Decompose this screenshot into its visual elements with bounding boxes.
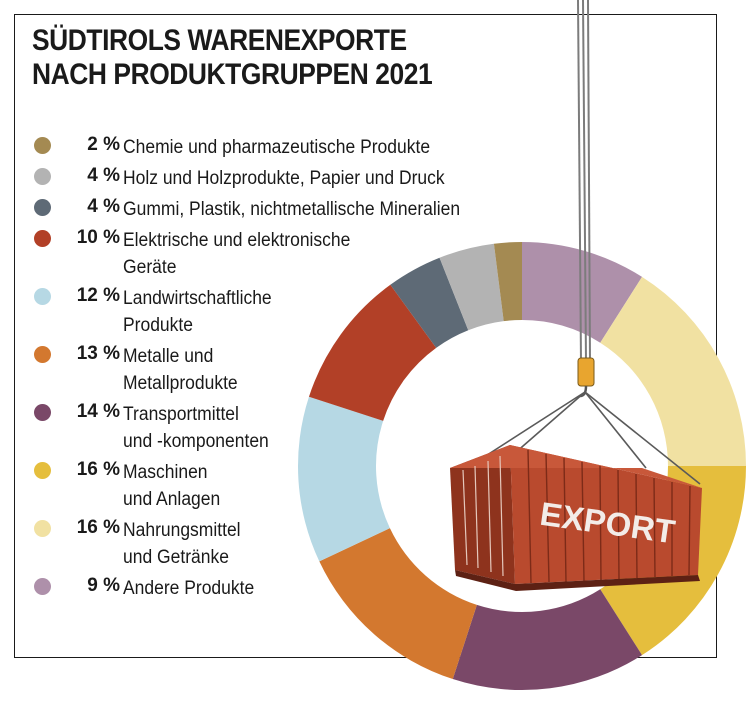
legend-label: Holz und Holzprodukte, Papier und Druck bbox=[123, 168, 445, 189]
legend-color-dot bbox=[34, 520, 51, 537]
title-line-2: NACH PRODUKTGRUPPEN 2021 bbox=[32, 58, 433, 91]
legend-percent: 14 % bbox=[76, 401, 120, 422]
legend-percent: 16 % bbox=[76, 459, 120, 480]
donut-slice bbox=[493, 242, 522, 322]
donut-slice bbox=[308, 284, 437, 421]
legend-label: Transportmittel und -komponenten bbox=[123, 404, 269, 452]
legend-color-dot bbox=[34, 346, 51, 363]
donut-slice bbox=[600, 276, 746, 466]
legend-color-dot bbox=[34, 578, 51, 595]
legend-label: Chemie und pharmazeutische Produkte bbox=[123, 137, 431, 158]
legend-label: Landwirtschaftliche Produkte bbox=[123, 288, 272, 336]
legend-percent: 13 % bbox=[76, 343, 120, 364]
legend-percent: 4 % bbox=[87, 196, 120, 217]
legend-percent: 9 % bbox=[87, 575, 120, 596]
crane-hook-icon bbox=[577, 357, 595, 398]
legend-color-dot bbox=[34, 168, 51, 185]
legend-percent: 2 % bbox=[87, 134, 120, 155]
donut-slice bbox=[522, 242, 643, 343]
donut-slice bbox=[390, 257, 469, 348]
legend-label: Maschinen und Anlagen bbox=[123, 462, 221, 510]
legend-color-dot bbox=[34, 404, 51, 421]
donut-slice bbox=[319, 528, 477, 680]
legend-label: Nahrungsmittel und Getränke bbox=[123, 520, 241, 568]
chart-frame bbox=[14, 14, 717, 658]
chart-title: SÜDTIROLS WARENEXPORTE NACH PRODUKTGRUPP… bbox=[32, 24, 433, 92]
donut-slice bbox=[297, 396, 390, 562]
legend-percent: 16 % bbox=[76, 517, 120, 538]
legend-color-dot bbox=[34, 462, 51, 479]
legend-color-dot bbox=[34, 199, 51, 216]
legend-percent: 10 % bbox=[76, 227, 120, 248]
donut-slice bbox=[439, 243, 504, 331]
container-slings bbox=[469, 391, 701, 485]
legend-percent: 4 % bbox=[87, 165, 120, 186]
legend-label: Gummi, Plastik, nichtmetallische Mineral… bbox=[123, 199, 461, 220]
legend-label: Metalle und Metallprodukte bbox=[123, 346, 238, 394]
export-container-icon bbox=[450, 445, 702, 591]
legend-color-dot bbox=[34, 230, 51, 247]
legend-color-dot bbox=[34, 137, 51, 154]
legend-percent: 12 % bbox=[76, 285, 120, 306]
legend-label: Elektrische und elektronische Geräte bbox=[123, 230, 351, 278]
title-line-1: SÜDTIROLS WARENEXPORTE bbox=[32, 24, 407, 57]
legend-color-dot bbox=[34, 288, 51, 305]
donut-slice bbox=[452, 589, 643, 691]
legend-label: Andere Produkte bbox=[123, 578, 255, 599]
crane-cables bbox=[577, 0, 591, 363]
